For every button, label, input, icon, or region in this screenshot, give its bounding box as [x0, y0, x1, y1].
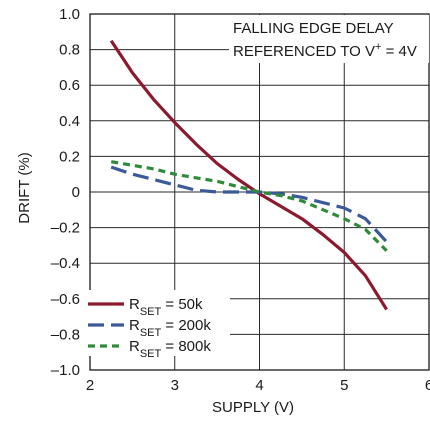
- y-tick-label: 0: [72, 184, 80, 201]
- x-tick-label: 2: [86, 377, 94, 394]
- annotation-line-2: REFERENCED TO V+ = 4V: [233, 41, 417, 60]
- y-tick-label: –1.0: [51, 362, 80, 379]
- y-tick-label: –0.6: [51, 291, 80, 308]
- y-tick-label: –0.4: [51, 255, 80, 272]
- y-tick-label: 1.0: [59, 6, 80, 23]
- y-axis-label: DRIFT (%): [16, 152, 33, 223]
- annotation-background: [229, 15, 429, 63]
- legend-label-value: = 50k: [161, 296, 203, 313]
- series-layer: [109, 39, 388, 311]
- legend-label-value: = 800k: [161, 338, 211, 355]
- y-tick-label: 0.4: [59, 113, 80, 130]
- frame-layer: [89, 13, 430, 371]
- annotation-superscript: +: [375, 41, 381, 53]
- y-tick-label: 0.8: [59, 42, 80, 59]
- legend-label-3: RSET = 800k: [129, 338, 211, 360]
- annotation-line-2-suffix: = 4V: [381, 43, 416, 60]
- x-tick-label: 4: [255, 377, 263, 394]
- series-line-2: [110, 165, 388, 243]
- y-tick-label: –0.2: [51, 220, 80, 237]
- annotation-line-2-prefix: REFERENCED TO V: [233, 43, 375, 60]
- y-tick-label: 0.2: [59, 148, 80, 165]
- plot-frame: [89, 13, 430, 371]
- series-line-1: [109, 39, 388, 311]
- y-tick-label: –0.8: [51, 326, 80, 343]
- annotation-line-1: FALLING EDGE DELAY: [233, 20, 394, 37]
- x-tick-label: 5: [340, 377, 348, 394]
- x-tick-label: 3: [171, 377, 179, 394]
- legend-label-value: = 200k: [161, 317, 211, 334]
- tick-label-layer: 2 3 4 5 6 1.0 0.8 0.6 0.4 0.2 0 –0.2 –0.4 –0.6 –0.8 –1.…: [51, 6, 430, 394]
- legend-label-subscript: SET: [140, 327, 162, 339]
- legend-label-symbol: R: [129, 296, 140, 313]
- x-axis-label: SUPPLY (V): [212, 399, 294, 416]
- legend-label-1: RSET = 50k: [129, 296, 203, 318]
- annotation-block: FALLING EDGE DELAY REFERENCED TO V+ = 4V: [229, 15, 429, 63]
- y-tick-label: 0.6: [59, 77, 80, 94]
- legend-label-symbol: R: [129, 338, 140, 355]
- legend-label-symbol: R: [129, 317, 140, 334]
- x-tick-label: 6: [425, 377, 430, 394]
- legend-label-subscript: SET: [140, 306, 162, 318]
- legend-label-subscript: SET: [140, 348, 162, 360]
- legend-label-2: RSET = 200k: [129, 317, 211, 339]
- legend-background: [85, 290, 230, 356]
- series-line-3: [110, 160, 388, 252]
